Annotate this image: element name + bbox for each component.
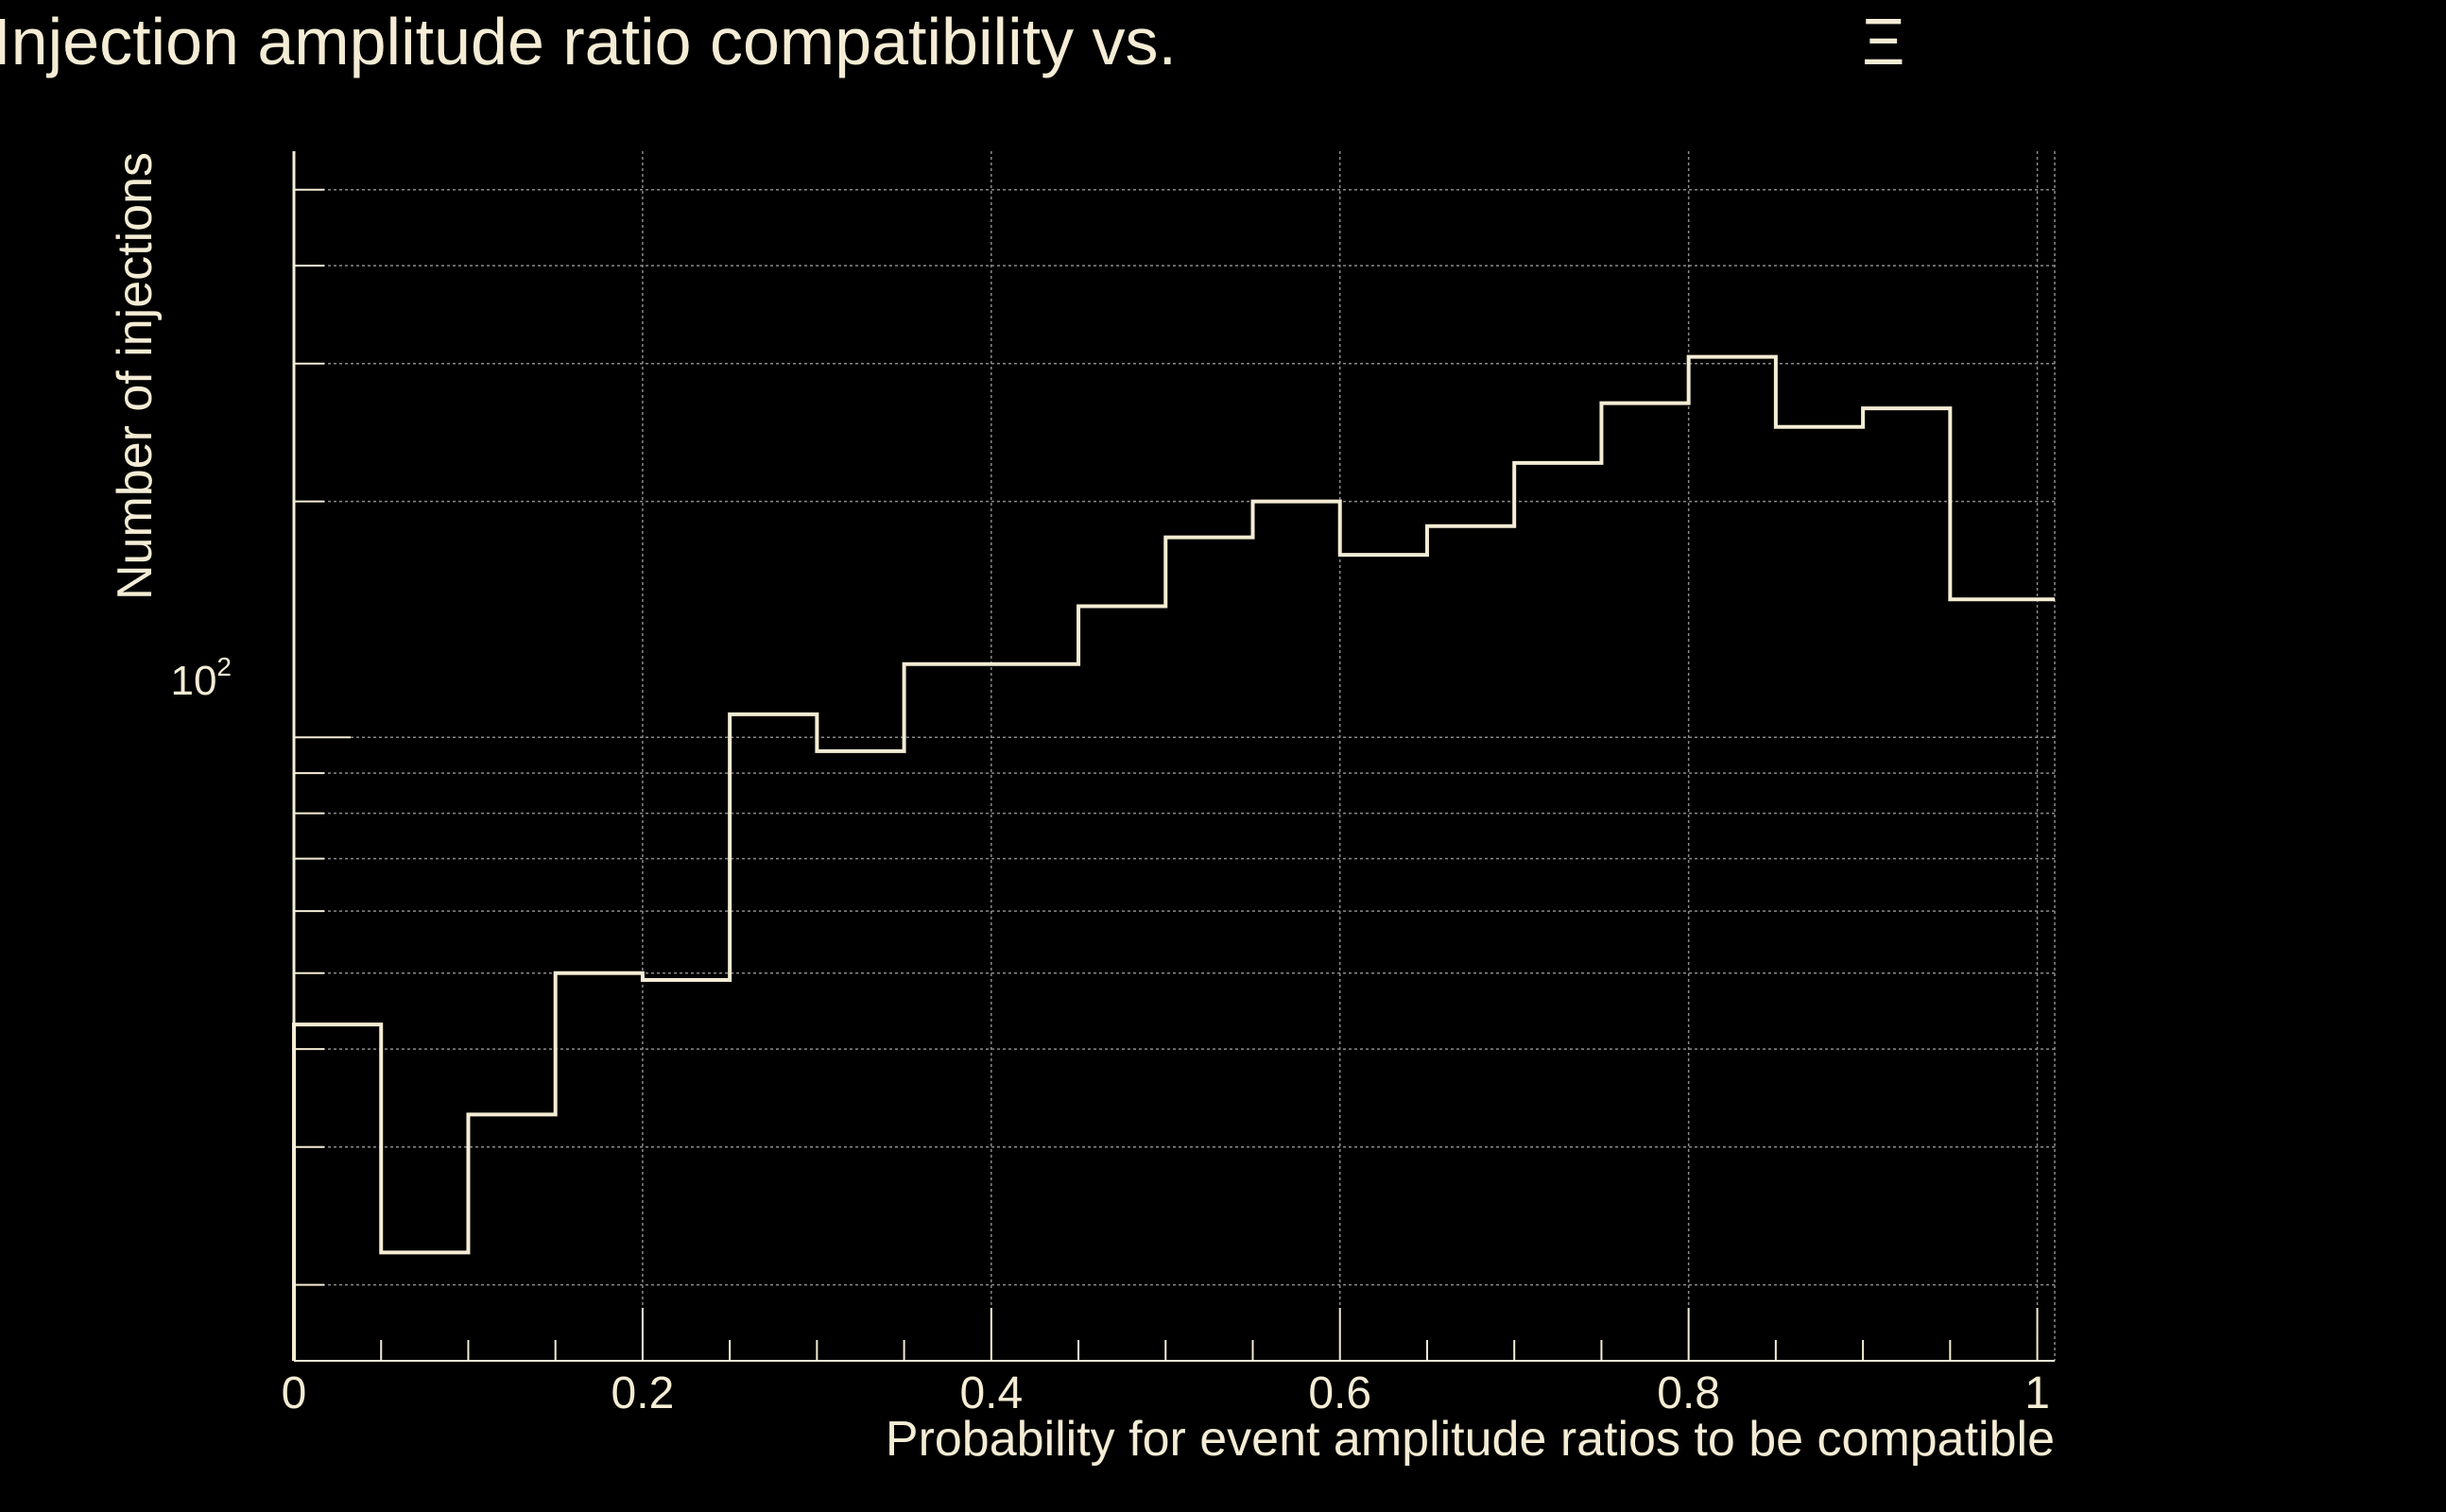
y-tick-label-100: 102 — [170, 652, 232, 704]
x-tick-label: 0.8 — [1657, 1368, 1720, 1418]
y-tick-exponent: 2 — [216, 652, 232, 681]
x-tick-label: 0 — [282, 1368, 307, 1418]
y-axis-label: Number of injections — [108, 152, 163, 600]
y-tick-base: 10 — [170, 658, 216, 704]
x-tick-label: 0.4 — [959, 1368, 1023, 1418]
x-axis-label: Probability for event amplitude ratios t… — [886, 1412, 2055, 1467]
x-tick-label: 1 — [2024, 1368, 2050, 1418]
x-tick-labels: 0 0.2 0.4 0.6 0.8 1 — [282, 1368, 2050, 1418]
chart-title: Injection amplitude ratio compatibility … — [0, 5, 1177, 78]
axes — [292, 151, 2055, 1362]
histogram-step-line — [292, 354, 2055, 1361]
x-tick-label: 0.6 — [1308, 1368, 1371, 1418]
grid-lines — [294, 151, 2056, 1361]
chart-title-symbol: Ξ — [1862, 5, 1905, 78]
x-tick-label: 0.2 — [612, 1368, 675, 1418]
tick-marks — [294, 188, 2039, 1361]
